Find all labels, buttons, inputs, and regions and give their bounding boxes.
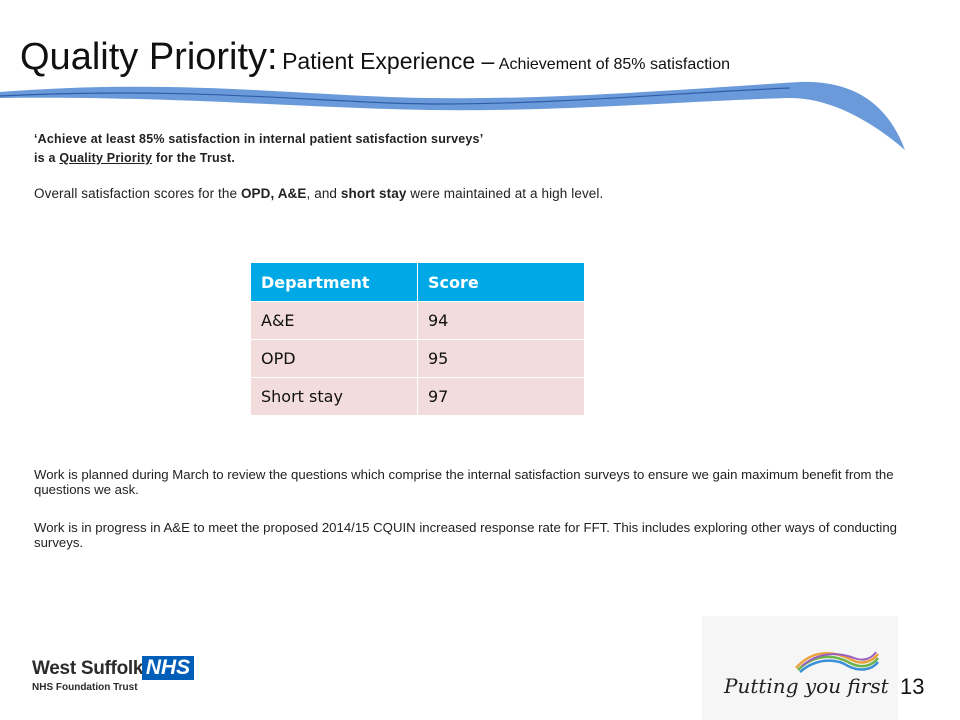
header-score: Score: [417, 262, 585, 302]
cell-score: 97: [417, 377, 585, 416]
west-suffolk-nhs-logo: West Suffolk NHS NHS Foundation Trust: [32, 656, 202, 696]
ribbon-swirl-icon: [795, 651, 879, 673]
quote-line-2-pre: is a: [34, 151, 56, 165]
overall-mid: , and: [306, 186, 338, 201]
org-name: West Suffolk: [32, 658, 144, 679]
work-planned-paragraph: Work is planned during March to review t…: [34, 467, 894, 497]
tagline: Putting you first: [724, 674, 889, 698]
cell-score: 95: [417, 339, 585, 378]
cell-score: 94: [417, 301, 585, 340]
work-in-progress-paragraph: Work is in progress in A&E to meet the p…: [34, 520, 897, 550]
overall-post: were maintained at a high level.: [410, 186, 604, 201]
slide-title: Quality Priority: Patient Experience – A…: [20, 36, 730, 79]
table-row: Short stay 97: [250, 377, 585, 416]
cell-department: A&E: [250, 301, 418, 340]
nhs-badge: NHS: [142, 656, 194, 680]
org-subtitle: NHS Foundation Trust: [32, 682, 138, 693]
overall-pre: Overall satisfaction scores for the: [34, 186, 238, 201]
title-subtitle-detail: Achievement of 85% satisfaction: [498, 56, 731, 73]
quality-priority-statement: ‘Achieve at least 85% satisfaction in in…: [34, 130, 483, 168]
quote-line-1: ‘Achieve at least 85% satisfaction in in…: [34, 132, 484, 146]
quote-line-2-post: for the Trust.: [155, 151, 236, 165]
overall-satisfaction-text: Overall satisfaction scores for the OPD,…: [34, 186, 603, 201]
quote-line-2: is a Quality Priority for the Trust.: [34, 149, 483, 168]
title-subtitle: Patient Experience –: [282, 48, 495, 74]
header-swoosh-decoration: [0, 81, 905, 150]
cell-department: OPD: [250, 339, 418, 378]
table-row: OPD 95: [250, 339, 585, 378]
header-department: Department: [250, 262, 418, 302]
title-main: Quality Priority:: [20, 36, 278, 78]
table-row: A&E 94: [250, 301, 585, 340]
overall-short-stay: short stay: [340, 186, 407, 201]
quality-priority-text: Quality Priority: [59, 151, 153, 165]
cell-department: Short stay: [250, 377, 418, 416]
table-header-row: Department Score: [250, 262, 585, 302]
department-scores-table: Department Score A&E 94 OPD 95 Short sta…: [250, 262, 585, 416]
overall-departments: OPD, A&E: [240, 186, 307, 201]
putting-you-first-logo: Putting you first: [702, 616, 898, 720]
page-number: 13: [900, 674, 925, 699]
